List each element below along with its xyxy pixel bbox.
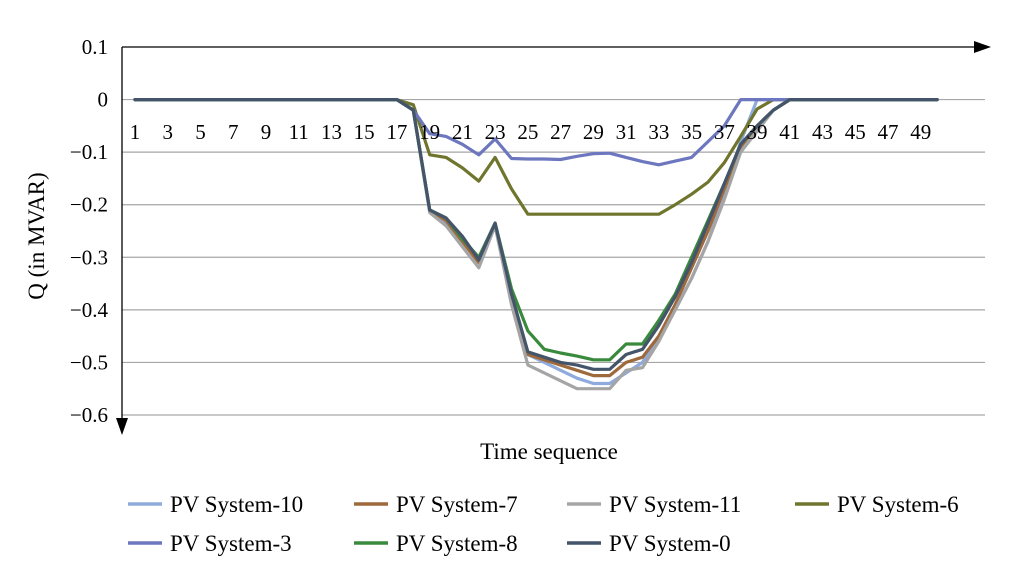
x-tick-label: 39 <box>747 120 768 144</box>
legend-label: PV System-0 <box>609 531 731 556</box>
x-tick-label: 37 <box>714 120 735 144</box>
axes <box>116 41 991 435</box>
y-tick-label: −0.5 <box>70 350 108 374</box>
series-line-pv-system-0 <box>133 97 939 371</box>
y-tick-label: −0.3 <box>70 245 108 269</box>
x-tick-label: 29 <box>583 120 604 144</box>
legend-label: PV System-3 <box>170 531 292 556</box>
legend-item-pv-system-10: PV System-10 <box>128 492 303 517</box>
legend-label: PV System-7 <box>396 492 518 517</box>
y-axis-title: Q (in MVAR) <box>24 172 49 299</box>
y-tick-label: −0.6 <box>70 403 108 427</box>
legend-item-pv-system-6: PV System-6 <box>795 492 959 517</box>
x-tick-label: 7 <box>228 120 239 144</box>
x-tick-label: 33 <box>648 120 669 144</box>
x-tick-labels: 1 3 5 7 9 11 13 15 17 19 21 23 25 27 29 31 33 35 37 39 41 43 4… <box>130 120 932 144</box>
x-tick-label: 23 <box>485 120 506 144</box>
legend-label: PV System-11 <box>609 492 741 517</box>
x-axis-title: Time sequence <box>480 439 618 464</box>
x-tick-label: 11 <box>289 120 309 144</box>
y-tick-label: −0.1 <box>70 140 108 164</box>
y-tick-label: −0.2 <box>70 193 108 217</box>
x-tick-label: 13 <box>321 120 342 144</box>
legend-item-pv-system-7: PV System-7 <box>354 492 518 517</box>
legend-item-pv-system-8: PV System-8 <box>354 531 518 556</box>
x-tick-label: 25 <box>517 120 538 144</box>
series-line-pv-system-6 <box>133 97 939 216</box>
legend-label: PV System-10 <box>170 492 303 517</box>
x-tick-label: 15 <box>354 120 375 144</box>
legend-item-pv-system-11: PV System-11 <box>567 492 741 517</box>
x-tick-label: 5 <box>195 120 206 144</box>
x-tick-label: 17 <box>386 120 407 144</box>
x-tick-label: 45 <box>845 120 866 144</box>
y-tick-label: 0 <box>98 88 109 112</box>
x-tick-label: 43 <box>812 120 833 144</box>
y-axis-arrow <box>116 418 128 435</box>
legend-label: PV System-6 <box>837 492 959 517</box>
x-tick-label: 19 <box>419 120 440 144</box>
y-tick-labels: 0.1 0 −0.1 −0.2 −0.3 −0.4 −0.5 −0.6 <box>70 35 109 427</box>
x-tick-label: 49 <box>910 120 931 144</box>
x-tick-label: 3 <box>162 120 173 144</box>
x-tick-label: 21 <box>452 120 473 144</box>
x-tick-label: 9 <box>261 120 272 144</box>
y-tick-label: −0.4 <box>70 298 109 322</box>
legend-item-pv-system-3: PV System-3 <box>128 531 292 556</box>
x-tick-label: 1 <box>130 120 141 144</box>
legend: PV System-10 PV System-7 PV System-11 PV Sy… <box>128 492 959 556</box>
y-tick-label: 0.1 <box>82 35 108 59</box>
x-axis-arrow <box>974 41 991 53</box>
series-lines <box>133 97 939 391</box>
x-tick-label: 35 <box>681 120 702 144</box>
x-tick-label: 47 <box>878 120 899 144</box>
x-tick-label: 27 <box>550 120 571 144</box>
x-tick-label: 41 <box>779 120 800 144</box>
legend-label: PV System-8 <box>396 531 518 556</box>
x-tick-label: 31 <box>616 120 637 144</box>
legend-item-pv-system-0: PV System-0 <box>567 531 731 556</box>
